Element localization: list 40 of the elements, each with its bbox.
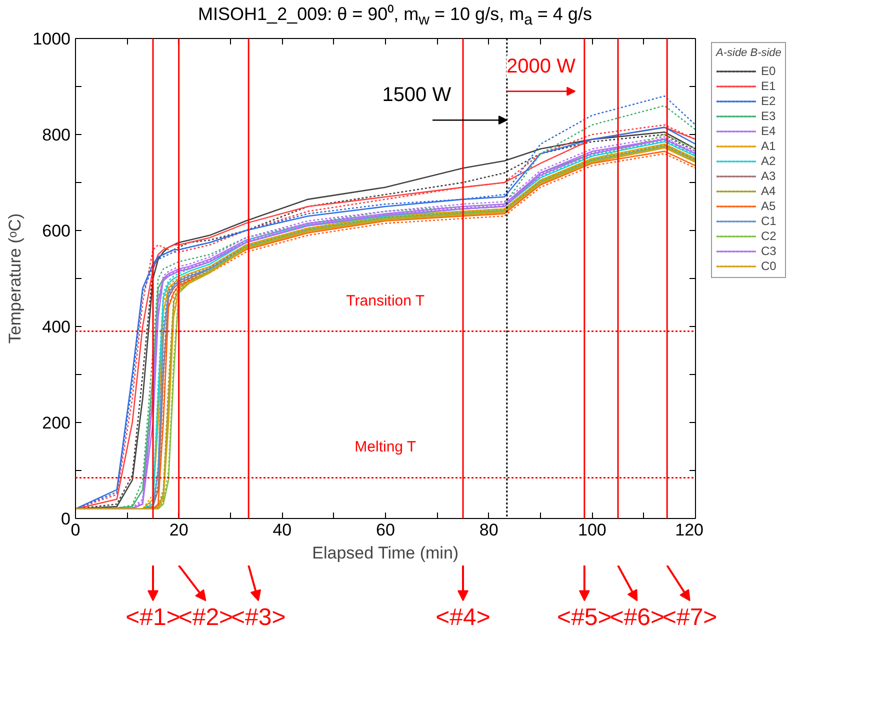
legend-label: C0 [761,259,778,273]
x-tick-label: 40 [272,520,292,540]
legend-title: A-side B-side [716,47,782,59]
ref-line-label: Melting T [354,438,416,456]
legend-label: A4 [761,184,777,198]
legend-label: E1 [761,79,777,93]
legend-label: E0 [761,64,777,78]
legend-label: E2 [761,94,777,108]
text: <#6> [610,604,664,631]
legend-label: C3 [761,244,778,258]
x-tick-label: 120 [675,520,704,540]
text: <#4> [436,604,490,631]
y-tick-label: 600 [42,222,71,240]
text: <#3> [231,604,286,631]
y-tick-label: 800 [42,126,71,144]
y-axis-title: Temperature (ᵒC) [6,213,25,344]
legend-label: E4 [761,124,777,138]
x-tick-label: 60 [376,520,395,540]
x-tick-label: 80 [479,520,498,540]
ref-line-label: Transition T [346,292,425,310]
y-tick-label: 200 [42,414,71,432]
text: <#2> [178,604,234,631]
y-tick-label: 400 [42,318,71,336]
x-tick-label: 20 [169,520,188,540]
legend-label: A3 [761,169,777,183]
text: <#5> [557,604,612,631]
chart-title: MISOH1_2_009: θ = 90⁰, m$_{w}$ = 10 g/s, m$_{a}$ = 4 g/s [197,3,593,31]
legend-label: C2 [761,229,778,243]
annotation: 1500 W [382,84,452,106]
legend-label: A2 [761,154,777,168]
x-tick-label: 100 [578,520,606,540]
text: <#1> [126,604,180,631]
legend-label: C1 [761,214,778,228]
legend-label: A5 [761,199,777,213]
y-tick-label: 1000 [32,30,71,48]
legend-label: A1 [761,139,777,153]
legend-label: E3 [761,109,777,123]
text: <#7> [662,604,718,631]
x-axis-title: Elapsed Time (min) [312,544,459,562]
annotation: 2000 W [506,55,576,78]
